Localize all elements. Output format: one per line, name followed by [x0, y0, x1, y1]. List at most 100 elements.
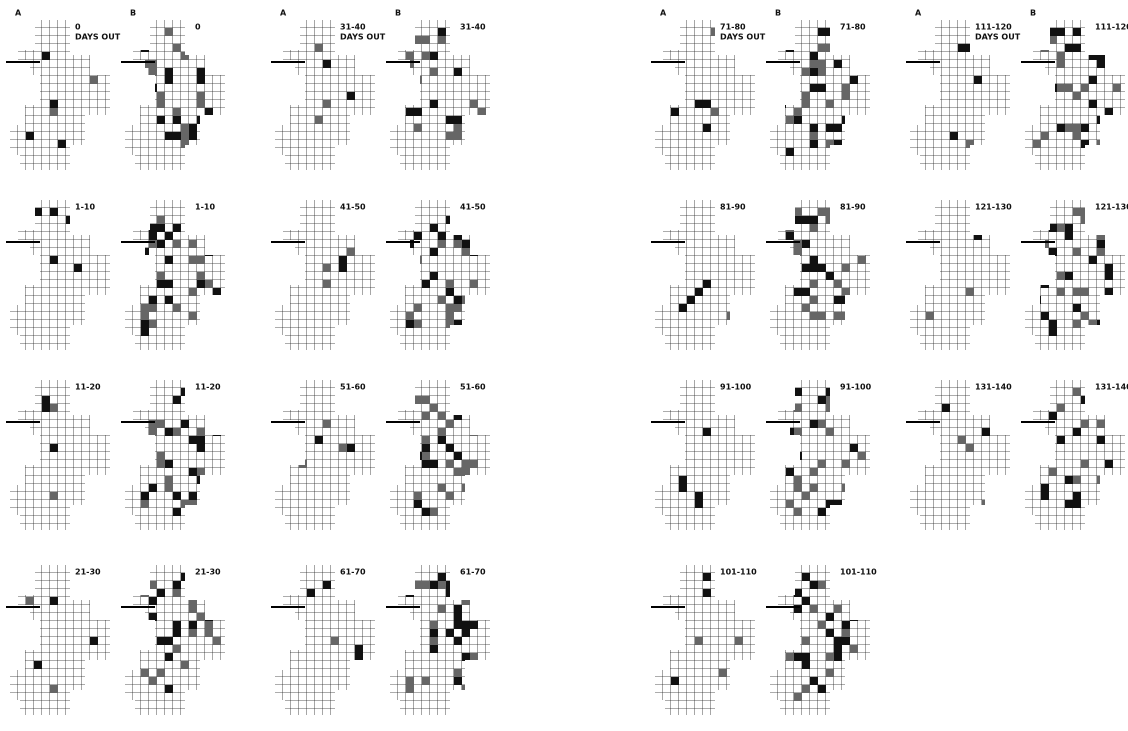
density-cell: [414, 76, 422, 84]
map-body: [910, 200, 1020, 350]
density-cell: [850, 76, 858, 84]
density-cell: [454, 216, 462, 224]
density-cell: [850, 404, 858, 412]
density-cell: [173, 44, 181, 52]
density-cell: [1073, 44, 1081, 52]
density-cell: [1105, 264, 1113, 272]
density-cell: [858, 452, 866, 460]
density-cell: [826, 428, 834, 436]
density-cell: [213, 288, 221, 296]
density-cell: [315, 436, 323, 444]
density-cell: [430, 508, 438, 516]
density-cell: [406, 272, 414, 280]
range-label: 81-90: [840, 203, 866, 212]
density-cell: [810, 468, 818, 476]
density-cell: [1057, 288, 1065, 296]
density-cell: [786, 116, 794, 124]
density-cell: [810, 68, 818, 76]
range-label: 131-140: [975, 383, 1012, 392]
density-cell: [414, 320, 422, 328]
density-cell: [850, 492, 858, 500]
grid-map: [6, 565, 120, 715]
range-label: 91-100: [720, 383, 752, 392]
density-cell: [414, 36, 422, 44]
density-cell: [197, 280, 205, 288]
density-cell: [818, 44, 826, 52]
density-cell: [189, 256, 197, 264]
density-cell: [157, 669, 165, 677]
map-letter: B: [775, 9, 781, 18]
density-cell: [834, 645, 842, 653]
map-grid: [910, 380, 1020, 530]
density-cell: [454, 148, 462, 156]
density-cell: [165, 280, 173, 288]
density-cell: [966, 140, 974, 148]
density-cell: [786, 428, 794, 436]
grid-map: [651, 565, 765, 715]
density-cell: [818, 60, 826, 68]
density-cell: [1113, 404, 1121, 412]
density-cell: [470, 240, 478, 248]
map-body: [125, 380, 235, 530]
density-cell: [818, 208, 826, 216]
density-cell: [826, 613, 834, 621]
grid-map: [271, 200, 385, 350]
density-cell: [703, 100, 711, 108]
density-cell: [189, 597, 197, 605]
map-grid: [910, 200, 1020, 350]
density-cell: [966, 288, 974, 296]
density-cell: [826, 140, 834, 148]
density-cell: [810, 280, 818, 288]
density-cell: [213, 637, 221, 645]
density-cell: [958, 436, 966, 444]
density-cell: [802, 304, 810, 312]
density-cell: [355, 296, 363, 304]
map-panel: 51-6051-60: [271, 380, 500, 530]
density-cell: [842, 116, 850, 124]
density-cell: [842, 637, 850, 645]
range-label: 61-70: [460, 568, 486, 577]
density-cell: [794, 108, 802, 116]
grid-map: [6, 20, 120, 170]
density-cell: [462, 216, 470, 224]
density-cell: [818, 460, 826, 468]
density-cell: [695, 100, 703, 108]
grid-map: [1021, 380, 1128, 530]
density-cell: [1049, 248, 1057, 256]
density-cell: [50, 444, 58, 452]
density-cell: [1105, 288, 1113, 296]
range-label: 51-60: [340, 383, 366, 392]
map-body: [275, 565, 385, 715]
density-cell: [1073, 28, 1081, 36]
density-cell: [347, 248, 355, 256]
density-cell: [834, 653, 842, 661]
density-cell: [834, 140, 842, 148]
density-cell: [1105, 420, 1113, 428]
density-cell: [157, 272, 165, 280]
density-cell: [205, 629, 213, 637]
density-cell: [1049, 224, 1057, 232]
grid-map: [906, 200, 1020, 350]
density-cell: [141, 208, 149, 216]
density-cell: [181, 388, 189, 396]
density-cell: [406, 396, 414, 404]
density-cell: [181, 420, 189, 428]
density-cell: [157, 589, 165, 597]
density-cell: [1089, 76, 1097, 84]
density-cell: [1073, 388, 1081, 396]
density-cell: [850, 492, 858, 500]
density-cell: [141, 669, 149, 677]
map-body: [10, 200, 120, 350]
density-cell: [802, 92, 810, 100]
density-cell: [197, 428, 205, 436]
density-cell: [133, 629, 141, 637]
density-cell: [414, 232, 422, 240]
density-cell: [189, 404, 197, 412]
density-cell: [1073, 492, 1081, 500]
density-cell: [826, 28, 834, 36]
density-cell: [1097, 320, 1105, 328]
density-cell: [1105, 396, 1113, 404]
density-cell: [470, 460, 478, 468]
